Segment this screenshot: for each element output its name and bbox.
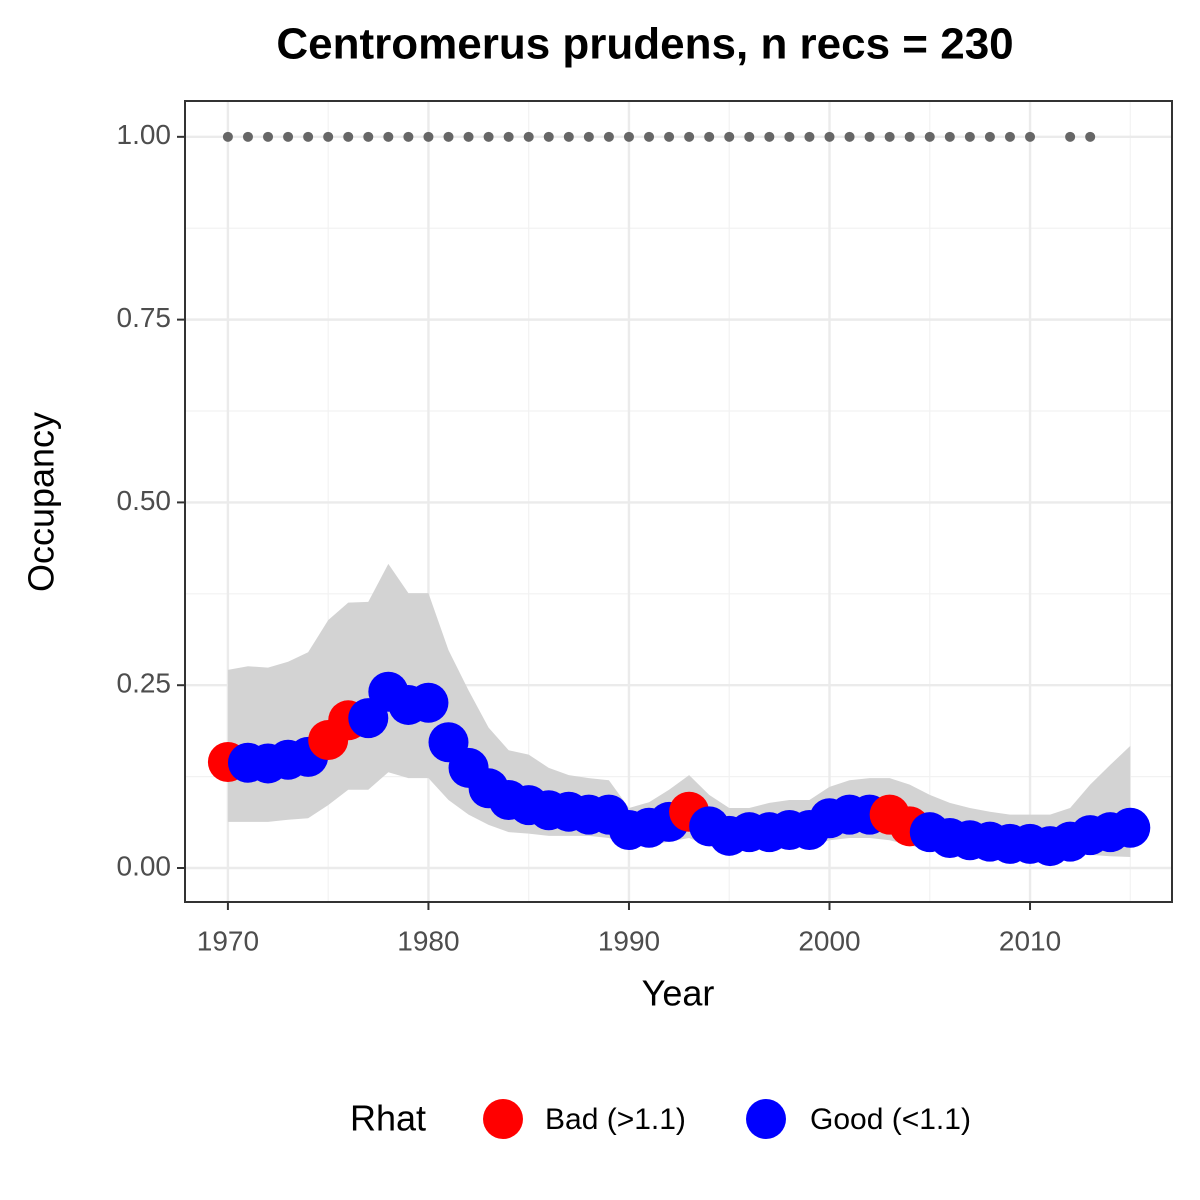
record-dot <box>623 131 634 142</box>
y-tick-label: 0.75 <box>117 302 172 333</box>
legend-swatch <box>483 1099 523 1139</box>
confidence-band <box>227 563 1131 858</box>
record-dot <box>463 131 474 142</box>
legend-swatch <box>746 1099 786 1139</box>
record-dot <box>944 131 955 142</box>
record-dot <box>523 131 534 142</box>
record-dot <box>724 131 735 142</box>
record-dot <box>804 131 815 142</box>
record-dot <box>704 131 715 142</box>
record-dot <box>1065 131 1076 142</box>
record-dot <box>483 131 494 142</box>
x-tick-label: 2000 <box>798 925 860 956</box>
record-dot <box>824 131 835 142</box>
record-dot <box>744 131 755 142</box>
y-tick-label: 0.50 <box>117 485 172 516</box>
x-tick-label: 1990 <box>598 925 660 956</box>
legend-label: Good (<1.1) <box>810 1103 971 1136</box>
record-dot <box>443 131 454 142</box>
x-axis-label: Year <box>642 973 715 1014</box>
record-dot <box>603 131 614 142</box>
record-dot <box>403 131 414 142</box>
record-dot <box>1025 131 1036 142</box>
legend-label: Bad (>1.1) <box>545 1103 686 1136</box>
x-tick-label: 1970 <box>197 925 259 956</box>
record-dot <box>644 131 655 142</box>
record-dot <box>884 131 895 142</box>
x-tick-label: 2010 <box>999 925 1061 956</box>
record-dot <box>924 131 935 142</box>
record-dot <box>984 131 995 142</box>
record-dot <box>503 131 514 142</box>
record-dot <box>1004 131 1015 142</box>
y-tick-label: 0.25 <box>117 668 172 699</box>
record-dot <box>323 131 334 142</box>
record-dot <box>844 131 855 142</box>
record-dot <box>784 131 795 142</box>
record-dot <box>664 131 675 142</box>
record-dot <box>904 131 915 142</box>
chart-title: Centromerus prudens, n recs = 230 <box>276 20 1013 69</box>
record-dot <box>242 131 253 142</box>
plot-border <box>184 100 1173 903</box>
x-tick-label: 1980 <box>397 925 459 956</box>
record-dot <box>383 131 394 142</box>
y-tick-label: 0.00 <box>117 850 172 881</box>
point <box>1110 807 1151 848</box>
record-dot <box>1085 131 1096 142</box>
y-tick-label: 1.00 <box>117 119 172 150</box>
record-dot <box>423 131 434 142</box>
record-dot <box>222 131 233 142</box>
record-dot <box>543 131 554 142</box>
record-dot <box>864 131 875 142</box>
record-dot <box>764 131 775 142</box>
record-dot <box>563 131 574 142</box>
record-dot <box>964 131 975 142</box>
point <box>408 682 449 723</box>
record-dot <box>263 131 274 142</box>
record-dot <box>303 131 314 142</box>
record-dot <box>283 131 294 142</box>
legend-title: Rhat <box>350 1098 426 1139</box>
y-axis-label: Occupancy <box>21 412 62 592</box>
record-dot <box>363 131 374 142</box>
record-dot <box>343 131 354 142</box>
record-dot <box>583 131 594 142</box>
record-dot <box>684 131 695 142</box>
